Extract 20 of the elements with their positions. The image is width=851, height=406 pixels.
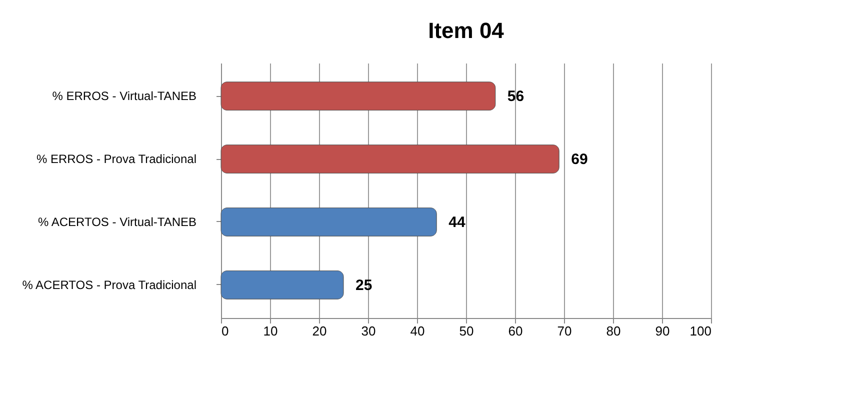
x-tick-label: 30	[361, 324, 376, 338]
x-tick-label: 0	[222, 324, 229, 338]
x-tick-label: 70	[557, 324, 572, 338]
x-tick-label: 80	[606, 324, 621, 338]
x-tick-label: 100	[690, 324, 712, 338]
data-label: 25	[356, 276, 372, 294]
data-label: 44	[448, 214, 466, 231]
data-label: 69	[571, 151, 588, 168]
x-tick-label: 90	[655, 324, 670, 338]
y-tick-label: % ERROS - Prova Tradicional	[36, 152, 196, 166]
x-tick-label: 50	[459, 324, 474, 338]
x-tick-label: 60	[508, 324, 523, 338]
y-tick-label: % ERROS - Virtual-TANEB	[52, 89, 196, 104]
x-tick-label: 10	[263, 324, 278, 338]
x-tick-label: 20	[312, 324, 327, 338]
y-tick-label: % ACERTOS - Prova Tradicional	[22, 278, 196, 292]
chart-title: Item 04	[428, 18, 505, 43]
data-label: 56	[507, 88, 524, 106]
y-tick-label: % ACERTOS - Virtual-TANEB	[38, 214, 196, 229]
x-tick-label: 40	[410, 324, 425, 338]
